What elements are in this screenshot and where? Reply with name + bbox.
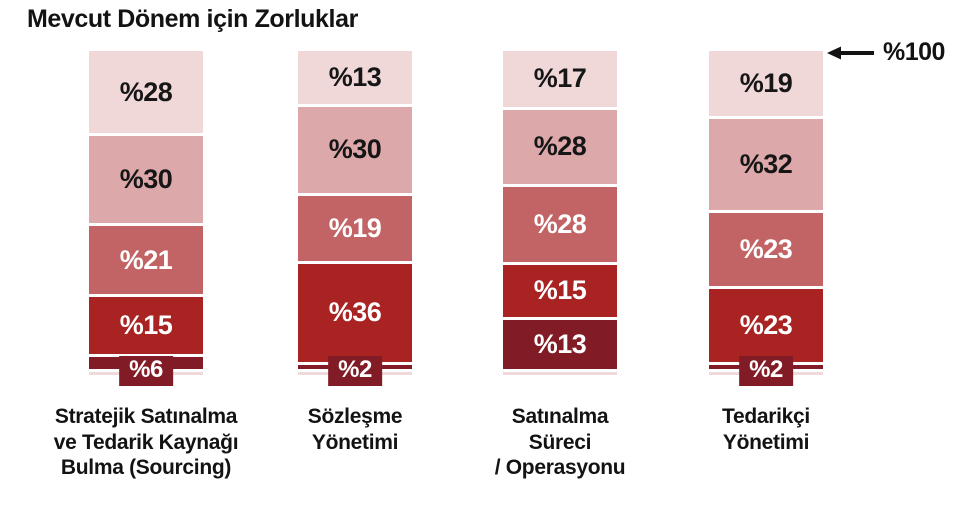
bar-3-segment-4: %15	[503, 264, 617, 317]
bar-1-segment-4: %15	[89, 297, 203, 355]
bar-column-4: %19 %32 %23 %23 %2 Tedarikçi Yönetimi	[656, 51, 876, 455]
stacked-bar-4: %19 %32 %23 %23 %2	[709, 51, 823, 386]
category-label-4: Tedarikçi Yönetimi	[722, 405, 810, 454]
chart-title: Mevcut Dönem için Zorluklar	[27, 5, 358, 33]
bar-column-1: %28 %30 %21 %15 %6 Stratejik Satınalma ve Teda…	[36, 51, 256, 481]
stacked-bar-2: %13 %30 %19 %36 %2	[298, 51, 412, 386]
bar-3-segment-3: %28	[503, 187, 617, 262]
bar-4-segment-5-value-chip: %2	[739, 356, 793, 386]
stacked-bar-3: %17 %28 %28 %15 %13	[503, 51, 617, 375]
bar-2-segment-2: %30	[298, 106, 412, 194]
bar-2-segment-5-value-chip: %2	[328, 356, 382, 386]
bar-2-segment-4: %36	[298, 263, 412, 363]
bar-3-segment-2: %28	[503, 109, 617, 185]
bar-4-segment-3: %23	[709, 213, 823, 286]
bar-4-segment-2: %32	[709, 119, 823, 210]
bar-column-3: %17 %28 %28 %15 %13 Satınalma Süreci / Operasyo…	[450, 51, 670, 481]
bar-1-segment-1: %28	[89, 51, 203, 134]
bar-4-segment-1: %19	[709, 51, 823, 116]
total-label: %100	[883, 38, 945, 66]
bar-4-segment-4: %23	[709, 289, 823, 362]
bar-3-baseline-strip	[503, 372, 617, 375]
bar-2-segment-3: %19	[298, 196, 412, 261]
bar-column-2: %13 %30 %19 %36 %2 Sözleşme Yönetimi	[245, 51, 465, 455]
bar-1-segment-2: %30	[89, 136, 203, 223]
bar-3-segment-1: %17	[503, 51, 617, 107]
bar-3-segment-5: %13	[503, 319, 617, 369]
total-annotation: %100	[827, 38, 945, 67]
category-label-1: Stratejik Satınalma ve Tedarik Kaynağı Bul…	[53, 405, 239, 480]
stacked-bar-1: %28 %30 %21 %15 %6	[89, 51, 203, 386]
bar-1-segment-5-value-chip: %6	[119, 356, 173, 386]
category-label-2: Sözleşme Yönetimi	[307, 405, 403, 454]
bar-1-segment-3: %21	[89, 225, 203, 295]
category-label-3: Satınalma Süreci / Operasyonu	[494, 405, 626, 480]
left-arrow-icon	[827, 46, 874, 59]
bar-2-segment-1: %13	[298, 51, 412, 104]
